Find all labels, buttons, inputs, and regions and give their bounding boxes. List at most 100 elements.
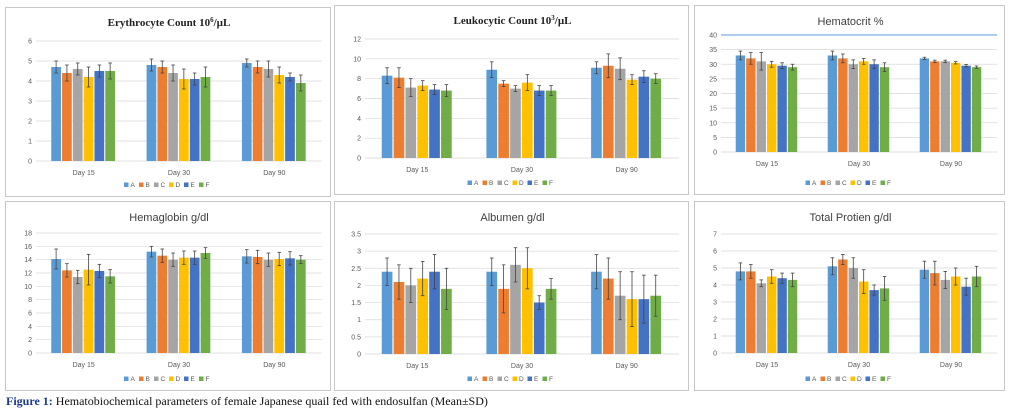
bar-D-day30 xyxy=(179,257,189,353)
x-category-label: Day 15 xyxy=(406,167,428,174)
y-tick-label: 2 xyxy=(28,119,32,126)
x-category-label: Day 30 xyxy=(168,170,190,177)
bar-F-day90 xyxy=(971,67,982,152)
legend-label-E: E xyxy=(872,180,877,187)
bar-F-day90 xyxy=(295,259,306,353)
legend-swatch-B xyxy=(820,180,825,185)
bar-F-day15 xyxy=(441,90,452,158)
legend-swatch-B xyxy=(820,376,825,381)
bar-E-day15 xyxy=(777,278,787,353)
bar-C-day90 xyxy=(263,259,274,353)
bar-C-day15 xyxy=(756,61,766,153)
total-protein-title: Total Protien g/dl xyxy=(810,212,892,224)
bar-D-day15 xyxy=(767,64,777,152)
y-tick-label: 3 xyxy=(713,300,717,307)
bar-B-day15 xyxy=(393,282,405,354)
bar-E-day30 xyxy=(533,302,545,354)
legend-label-B: B xyxy=(489,180,493,187)
bar-B-day90 xyxy=(252,257,263,353)
legend-label-D: D xyxy=(176,376,181,383)
x-category-label: Day 15 xyxy=(73,170,95,177)
bar-B-day90 xyxy=(602,65,614,158)
y-tick-label: 12 xyxy=(24,271,32,278)
legend-label-E: E xyxy=(872,376,877,383)
bar-A-day30 xyxy=(827,266,838,353)
legend-swatch-C xyxy=(835,376,840,381)
bar-A-day15 xyxy=(735,55,746,152)
legend-label-D: D xyxy=(857,180,862,187)
bar-A-day15 xyxy=(735,271,746,353)
bar-B-day90 xyxy=(602,278,614,354)
bar-D-day30 xyxy=(179,79,189,161)
bar-B-day15 xyxy=(62,270,72,353)
y-tick-label: 4 xyxy=(28,79,32,86)
legend-swatch-C xyxy=(497,376,502,381)
bar-E-day90 xyxy=(638,76,650,158)
bar-B-day15 xyxy=(393,77,405,158)
hemoglobin-chart: Hemaglobin g/dl 0 2 4 6 8 10 12 14 16 18 Day 15 Day … xyxy=(5,201,331,391)
y-tick-label: 18 xyxy=(24,231,32,238)
y-tick-label: 2.5 xyxy=(351,266,361,273)
y-tick-label: 5 xyxy=(713,135,717,142)
legend-label-A: A xyxy=(812,180,817,187)
legend-swatch-A xyxy=(467,180,472,185)
legend-label-B: B xyxy=(146,182,150,189)
legend-label-F: F xyxy=(206,376,210,383)
legend-swatch-A xyxy=(124,376,129,381)
legend-label-D: D xyxy=(857,376,862,383)
bar-F-day30 xyxy=(545,288,557,354)
y-tick-label: 25 xyxy=(709,76,717,83)
y-tick-label: 2 xyxy=(357,136,361,143)
legend-swatch-F xyxy=(199,376,204,381)
legend-label-C: C xyxy=(842,180,847,187)
legend-swatch-B xyxy=(139,376,144,381)
y-tick-label: 5 xyxy=(28,59,32,66)
x-category-label: Day 15 xyxy=(406,363,428,370)
figure-caption-text: Hematobiochemical parameters of female J… xyxy=(52,394,488,408)
bar-E-day90 xyxy=(638,299,650,354)
bar-D-day30 xyxy=(859,281,869,353)
bar-A-day15 xyxy=(381,75,393,158)
albumen-chart: Albumen g/dl 0 0.5 1 1.5 2 2.5 3 3.5 Day 15 Day 30… xyxy=(334,201,689,391)
legend-swatch-F xyxy=(542,180,547,185)
bar-C-day30 xyxy=(168,73,178,161)
albumen-svg: Albumen g/dl 0 0.5 1 1.5 2 2.5 3 3.5 Day 15 Day 30… xyxy=(351,212,679,383)
albumen-title: Albumen g/dl xyxy=(480,212,544,224)
legend-swatch-F xyxy=(880,376,885,381)
hematocrit-svg: Hematocrit % 0 5 10 15 20 25 30 35 40 Day 15 Day 30… xyxy=(709,16,997,187)
bar-B-day15 xyxy=(62,73,72,161)
bar-E-day90 xyxy=(961,286,971,353)
bar-B-day30 xyxy=(498,83,509,158)
legend-label-C: C xyxy=(161,376,166,383)
bar-B-day30 xyxy=(838,58,848,152)
y-tick-label: 2 xyxy=(28,337,32,344)
figure-label: Figure 1: xyxy=(6,394,53,408)
x-category-label: Day 15 xyxy=(73,362,95,369)
legend-swatch-C xyxy=(154,182,159,187)
total-protein-svg: Total Protien g/dl 0 1 2 3 4 5 6 7 Day 15 Day 30 Da… xyxy=(713,212,997,383)
y-tick-label: 5 xyxy=(713,266,717,273)
bar-C-day30 xyxy=(168,259,178,353)
x-category-label: Day 90 xyxy=(616,167,638,174)
bar-A-day90 xyxy=(591,271,602,354)
legend-label-F: F xyxy=(549,376,553,383)
bar-E-day15 xyxy=(94,71,105,161)
erythrocyte-chart: Erythrocyte Count 106/µL 0 1 2 3 4 5 6 Day 15 Day… xyxy=(5,7,331,197)
bar-A-day90 xyxy=(591,67,602,158)
bar-F-day15 xyxy=(787,279,798,353)
bar-B-day30 xyxy=(838,259,848,353)
y-tick-label: 0 xyxy=(28,159,32,166)
y-tick-label: 0 xyxy=(713,351,717,358)
x-category-label: Day 90 xyxy=(263,362,285,369)
hemoglobin-title: Hemaglobin g/dl xyxy=(129,212,209,224)
y-tick-label: 6 xyxy=(357,96,361,103)
leukocytic-svg: Leukocytic Count 103/µL 0 2 4 6 8 10 12 Day 15 Da… xyxy=(353,14,679,187)
bar-A-day15 xyxy=(381,271,393,354)
bar-A-day30 xyxy=(486,69,498,158)
bar-B-day30 xyxy=(498,288,509,354)
x-category-label: Day 90 xyxy=(940,161,962,168)
y-tick-label: 3.5 xyxy=(351,232,361,239)
legend-label-F: F xyxy=(206,182,210,189)
legend-label-B: B xyxy=(489,376,493,383)
bar-F-day30 xyxy=(200,253,211,353)
